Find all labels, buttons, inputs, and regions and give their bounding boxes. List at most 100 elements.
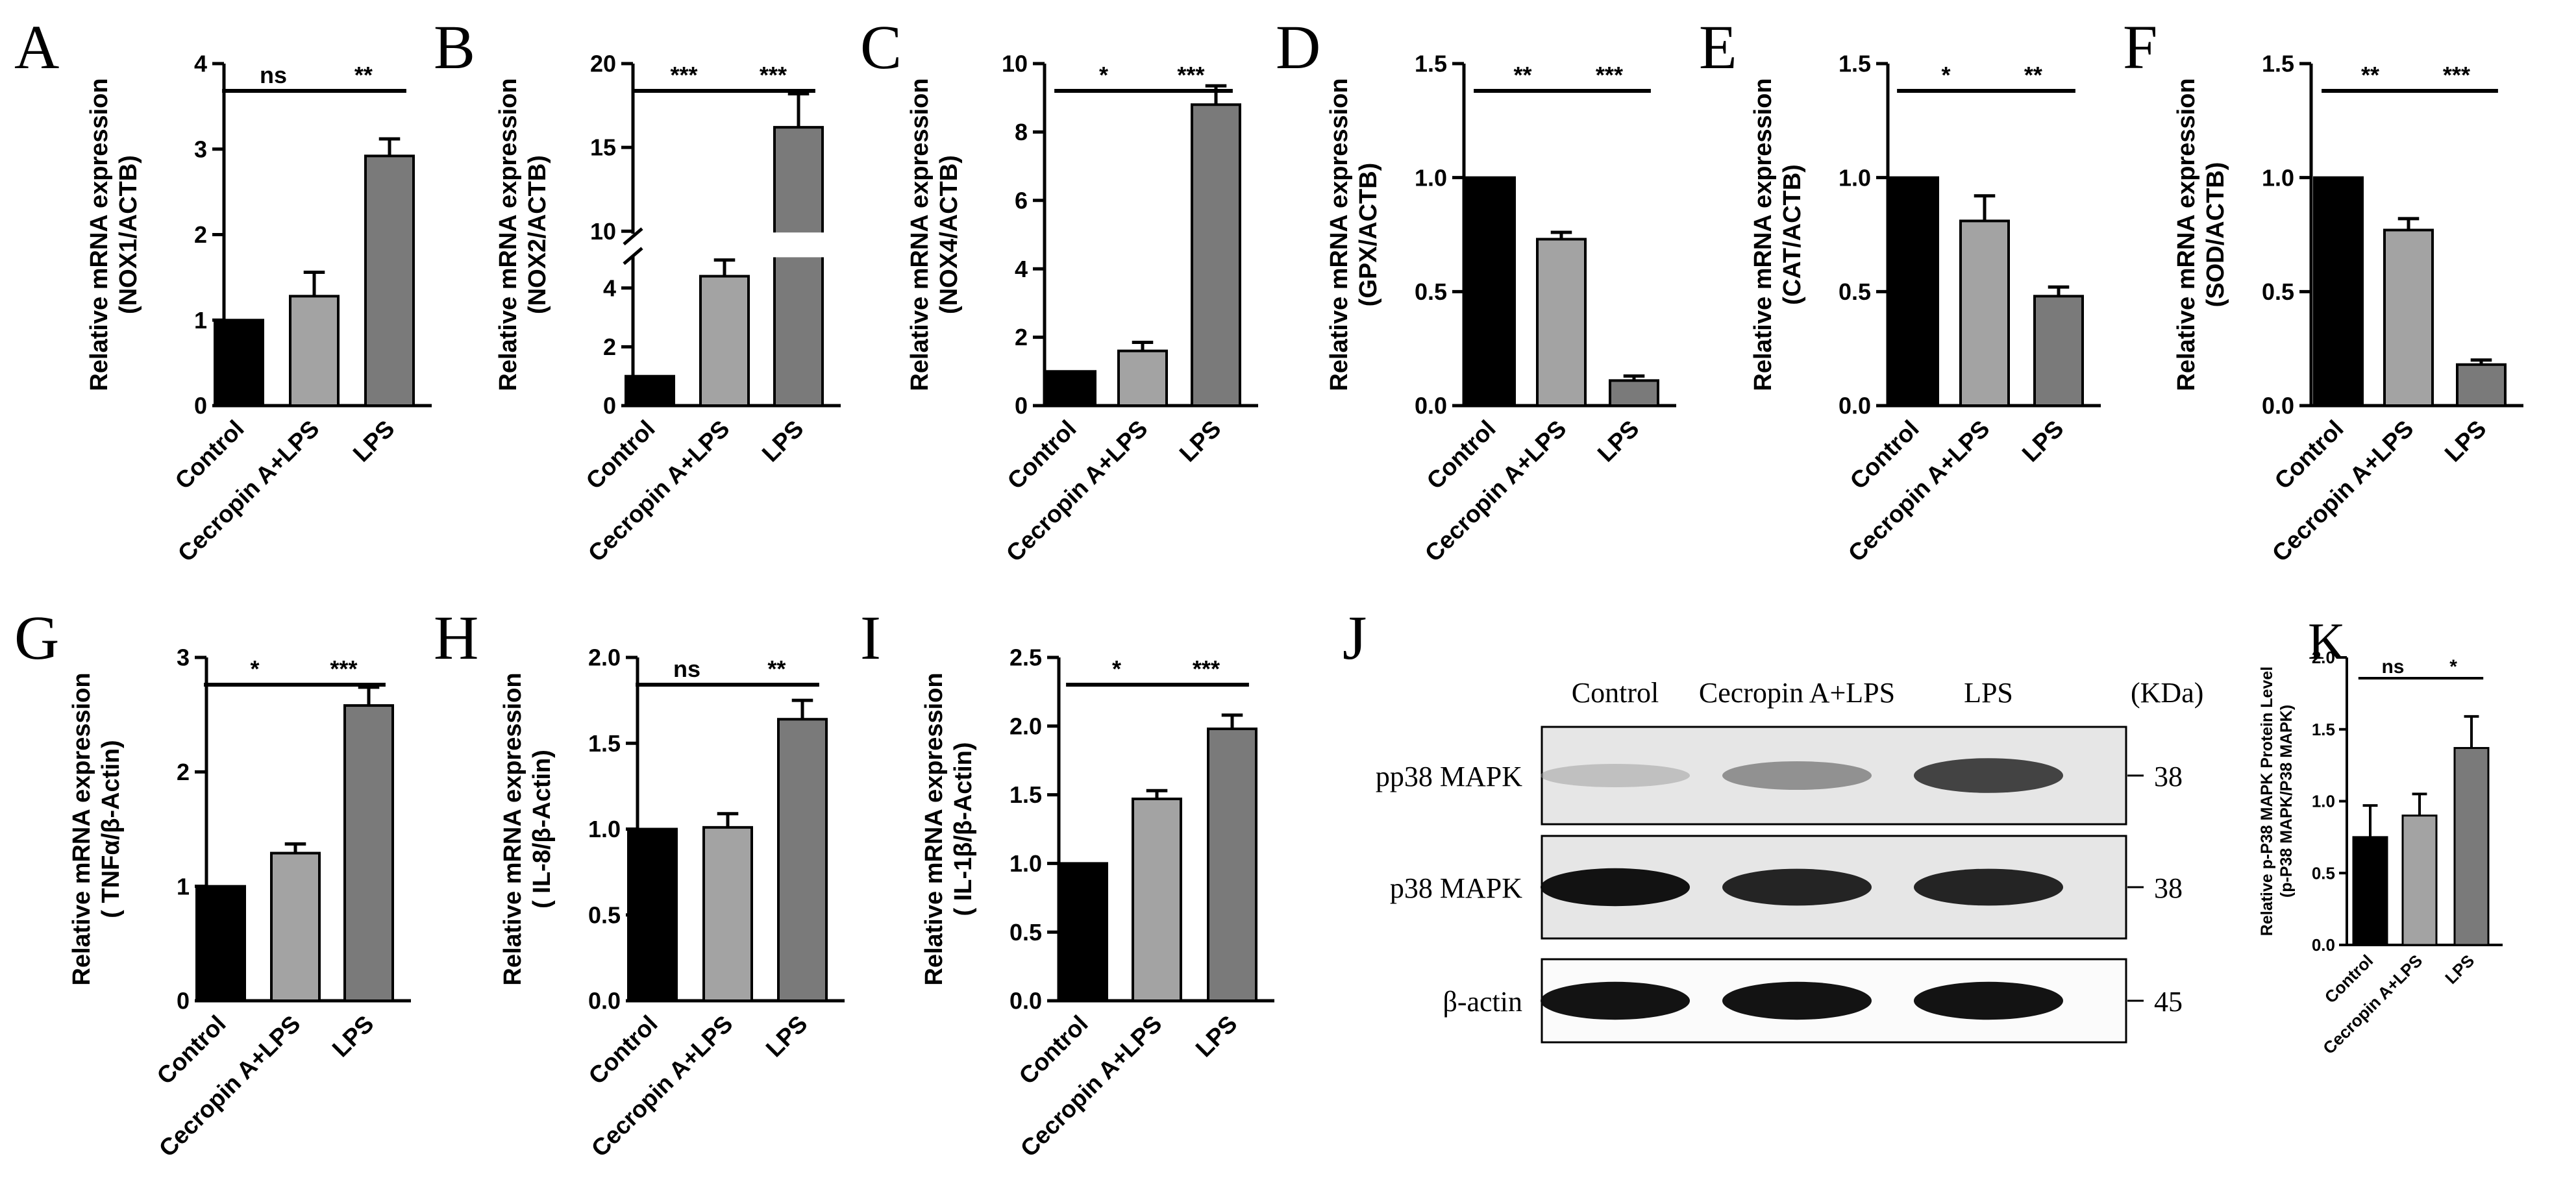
kda-unit-label: (KDa)	[2131, 677, 2203, 709]
y-tick-label-a: 1	[194, 307, 207, 334]
panel-g-chart: G 0 1 2 3 Relative mRNA expression( TNFα/β-Ac…	[14, 603, 411, 1162]
y-tick-label-i: 0.0	[1009, 988, 1042, 1014]
y-axis-subtitle-g: ( TNFα/β-Actin)	[97, 740, 125, 918]
bar-f-0	[2313, 176, 2364, 407]
bar-a-1	[289, 295, 340, 407]
blot-band-0-1	[1722, 761, 1872, 790]
significance-label-k-1: *	[2449, 656, 2457, 678]
bar-break-gap-b	[773, 232, 824, 258]
category-label-i-1: Cecropin A+LPS	[1015, 1010, 1167, 1162]
y-axis-title-c: Relative mRNA expression	[906, 78, 934, 391]
y-tick-label-h: 0.5	[588, 901, 621, 928]
bar-a-0	[214, 319, 264, 407]
bar-i-1	[1132, 797, 1182, 1002]
blot-band-2-2	[1914, 981, 2063, 1020]
y-axis-title-b: Relative mRNA expression	[495, 78, 522, 391]
bar-b-1	[699, 275, 750, 407]
panel-letter-g: G	[14, 603, 59, 672]
y-axis-title-d: Relative mRNA expression	[1326, 78, 1353, 391]
bar-e-2	[2033, 295, 2084, 407]
blot-row-label-2: β-actin	[1443, 986, 1522, 1018]
panel-b-chart: B 0 2 4 10 15 20 Relative mRNA expression (NOX2/…	[434, 12, 841, 567]
y-tick-label-f: 1.5	[2262, 51, 2294, 77]
y-tick-label-k: 1.0	[2312, 792, 2335, 811]
category-label-i-2: LPS	[1191, 1010, 1243, 1062]
y-axis-title-h: Relative mRNA expression	[499, 672, 526, 985]
kda-marker-1: 38	[2154, 872, 2183, 904]
y-tick-label-b: 2	[603, 334, 616, 360]
y-axis-title-i: Relative mRNA expression	[921, 672, 948, 985]
y-tick-label-i: 1.0	[1009, 850, 1042, 877]
bar-h-2	[777, 718, 828, 1002]
y-tick-label-i: 1.5	[1009, 781, 1042, 808]
y-tick-label-b: 20	[590, 51, 616, 77]
lane-label-1: Cecropin A+LPS	[1699, 677, 1895, 709]
y-tick-label-c: 2	[1015, 324, 1028, 350]
y-axis-title-k: Relative p-P38 MAPK Protein Level	[2258, 667, 2276, 936]
bar-g-1	[270, 851, 321, 1003]
y-axis-subtitle-b: (NOX2/ACTB)	[524, 155, 551, 314]
bar-f-2	[2456, 363, 2507, 408]
y-tick-label-i: 2.5	[1009, 644, 1042, 671]
panel-letter-f: F	[2123, 12, 2157, 82]
bar-k-2	[2453, 747, 2490, 946]
panel-letter-d: D	[1276, 12, 1320, 82]
y-tick-label-c: 6	[1015, 187, 1028, 214]
significance-label-d-0: **	[1513, 62, 1531, 88]
panel-letter-k: K	[2308, 613, 2346, 670]
lane-label-0: Control	[1572, 677, 1659, 709]
y-tick-label-e: 0.0	[1839, 393, 1871, 419]
blot-row-label-1: p38 MAPK	[1390, 872, 1522, 904]
y-tick-label-c: 0	[1015, 393, 1028, 419]
significance-label-d-1: ***	[1596, 62, 1623, 88]
significance-label-b-1: ***	[760, 62, 787, 88]
bar-c-1	[1117, 349, 1168, 407]
y-tick-label-k: 0.5	[2312, 863, 2335, 883]
bar-c-0	[1046, 370, 1096, 407]
y-tick-label-b: 4	[603, 275, 616, 301]
bar-f-1	[2383, 228, 2434, 407]
y-axis-subtitle-a: (NOX1/ACTB)	[115, 155, 142, 314]
blot-band-2-1	[1722, 981, 1872, 1020]
bar-d-1	[1536, 238, 1587, 407]
axis-break-mark-b	[623, 247, 643, 265]
y-tick-label-e: 1.0	[1839, 164, 1871, 191]
y-tick-label-k: 0.0	[2312, 935, 2335, 955]
y-tick-label-f: 1.0	[2262, 164, 2294, 191]
significance-label-f-1: ***	[2443, 62, 2470, 88]
category-label-a-1: Cecropin A+LPS	[173, 415, 325, 567]
y-tick-label-e: 0.5	[1839, 278, 1871, 305]
blot-band-0-0	[1541, 764, 1690, 787]
category-label-g-1: Cecropin A+LPS	[154, 1010, 306, 1162]
bar-b-0	[625, 374, 675, 407]
panel-k-chart: K 0.0 0.5 1.0 1.5 2.0 Relative p-P38 MAPK Prot…	[2258, 613, 2503, 1058]
y-tick-label-b: 10	[590, 218, 616, 245]
significance-label-a-0: ns	[260, 62, 287, 88]
y-tick-label-h: 1.0	[588, 816, 621, 842]
blot-band-1-1	[1722, 868, 1872, 906]
y-tick-label-f: 0.5	[2262, 278, 2294, 305]
y-tick-label-d: 1.5	[1415, 51, 1447, 77]
y-tick-label-g: 1	[177, 873, 190, 900]
y-axis-subtitle-f: (SOD/ACTB)	[2202, 162, 2229, 308]
panel-e-chart: E 0.0 0.5 1.0 1.5 Relative mRNA expression (CA…	[1699, 12, 2101, 567]
bar-c-2	[1191, 103, 1241, 408]
bar-b-2	[773, 126, 824, 407]
y-axis-title-e: Relative mRNA expression	[1750, 78, 1777, 391]
blot-band-0-2	[1914, 758, 2063, 793]
panel-letter-e: E	[1699, 12, 1737, 82]
kda-marker-0: 38	[2154, 761, 2183, 792]
panel-letter-a: A	[14, 12, 59, 82]
y-axis-title-a: Relative mRNA expression	[86, 78, 113, 391]
panel-f-chart: F 0.0 0.5 1.0 1.5 Relative mRNA expression (SO…	[2123, 12, 2523, 567]
y-axis-title-f: Relative mRNA expression	[2173, 78, 2200, 391]
significance-label-i-1: ***	[1193, 655, 1220, 682]
y-tick-label-c: 10	[1002, 51, 1028, 77]
y-tick-label-d: 0.0	[1415, 393, 1447, 419]
lane-label-2: LPS	[1964, 677, 2013, 709]
significance-label-c-1: ***	[1177, 62, 1204, 88]
bar-d-0	[1465, 176, 1516, 407]
category-label-h-0: Control	[584, 1010, 663, 1090]
